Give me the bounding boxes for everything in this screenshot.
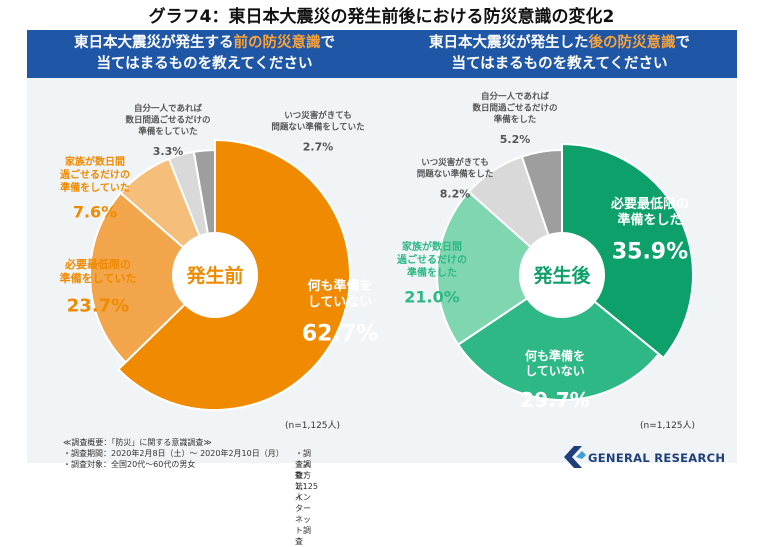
sample-size-before: (n=1,125人)	[285, 421, 341, 431]
header-before-text-b: で	[320, 35, 336, 51]
header-before-line2: 当てはまるものを教えてください	[96, 56, 313, 72]
slice-label-text: 準備をしていた	[60, 181, 130, 194]
slice-value-label: 3.3%	[153, 145, 184, 158]
slice-label-text: 準備をした	[494, 114, 537, 125]
slice-value-label: 5.2%	[500, 133, 531, 146]
slice-after-1	[456, 297, 661, 401]
slice-after-2	[436, 190, 533, 346]
survey-period: ・調査期間：2020年2月8日（土）～ 2020年2月10日（月）	[63, 449, 284, 458]
header-before: 東日本大震災が発生する前の防災意識で 当てはまるものを教えてください	[27, 30, 382, 78]
donut-center-title: 発生後	[532, 264, 591, 287]
slice-label-text: 問題ない準備をしていた	[271, 122, 364, 133]
header-after-line2: 当てはまるものを教えてください	[451, 56, 668, 72]
brand-logo	[564, 446, 586, 468]
donut-center	[174, 234, 256, 316]
survey-summary: ≪調査概要：「防災」に関する意識調査≫ ・調査期間：2020年2月8日（土）～ …	[63, 437, 318, 546]
header-after: 東日本大震災が発生した後の防災意識で 当てはまるものを教えてください	[382, 30, 737, 78]
slice-label-text: 準備をした	[617, 212, 682, 228]
slice-label-text: 数日間過ごせるだけの	[125, 115, 210, 126]
header-before-text-a: 東日本大震災が発生する	[74, 35, 234, 51]
slice-after-4	[520, 148, 563, 237]
slice-label-text: 何も準備を	[307, 278, 372, 294]
slice-label-text: いつ災害がきても	[421, 157, 489, 168]
page-title: グラフ4：東日本大震災の発生前後における防災意識の変化2	[148, 7, 615, 27]
slice-label-text: 家族が数日間	[402, 240, 462, 253]
header-after-text-a: 東日本大震災が発生した	[429, 35, 589, 51]
header-after-emphasis: 後の防災意識	[588, 35, 676, 51]
donut-center	[521, 234, 603, 316]
slice-label-text: 家族が数日間	[65, 155, 125, 168]
slice-label-text: いつ災害がきても	[284, 110, 352, 121]
survey-method: ・調査方法：インターネット調査	[295, 460, 311, 546]
slice-value-label: 8.2%	[440, 187, 471, 200]
slice-label-text: していない	[525, 364, 585, 378]
donut-center-title: 発生前	[185, 264, 243, 287]
brand-name: GENERAL RESEARCH	[588, 451, 726, 465]
slice-label-text: 必要最低限の	[64, 257, 131, 271]
slice-after-0	[561, 142, 694, 360]
slice-before-0	[116, 138, 351, 411]
slice-label-text: 過ごせるだけの	[396, 253, 467, 266]
slice-value-label: 7.6%	[73, 203, 117, 222]
slice-label-text: 準備をしていた	[138, 126, 197, 137]
slice-before-1	[89, 191, 187, 364]
slice-label-text: 準備をした	[407, 266, 457, 279]
header-after-text-b: で	[675, 35, 691, 51]
slice-label-text: 何も準備を	[525, 348, 585, 363]
slice-value-label: 35.9%	[612, 240, 688, 265]
donut-charts: 発生前 何も準備をしていない62.7%必要最低限の準備をしていた23.7%家族が数…	[59, 91, 694, 412]
survey-heading: ≪調査概要：「防災」に関する意識調査≫	[63, 438, 212, 447]
slice-value-label: 62.7%	[302, 322, 378, 347]
slice-label-text: 過ごせるだけの	[59, 168, 130, 181]
survey-target: ・調査対象：全国20代～60代の男女	[63, 460, 196, 469]
slice-value-label: 23.7%	[67, 295, 129, 316]
slice-before-4	[192, 148, 216, 235]
slice-value-label: 2.7%	[303, 140, 334, 153]
slice-label-text: 数日間過ごせるだけの	[472, 103, 557, 114]
slice-value-label: 29.7%	[520, 388, 589, 412]
header-before-emphasis: 前の防災意識	[233, 35, 321, 51]
sample-size-after: (n=1,125人)	[640, 421, 696, 431]
slice-label-text: 自分一人であれば	[134, 103, 202, 114]
slice-label-text: 自分一人であれば	[481, 91, 549, 102]
slice-label-text: 問題ない準備をした	[417, 169, 494, 180]
slice-label-text: 準備をしていた	[60, 271, 137, 285]
slice-label-text: していない	[308, 295, 373, 310]
slice-label-text: 必要最低限の	[610, 196, 689, 212]
slice-value-label: 21.0%	[404, 288, 460, 307]
logo-mark-icon	[564, 446, 586, 468]
